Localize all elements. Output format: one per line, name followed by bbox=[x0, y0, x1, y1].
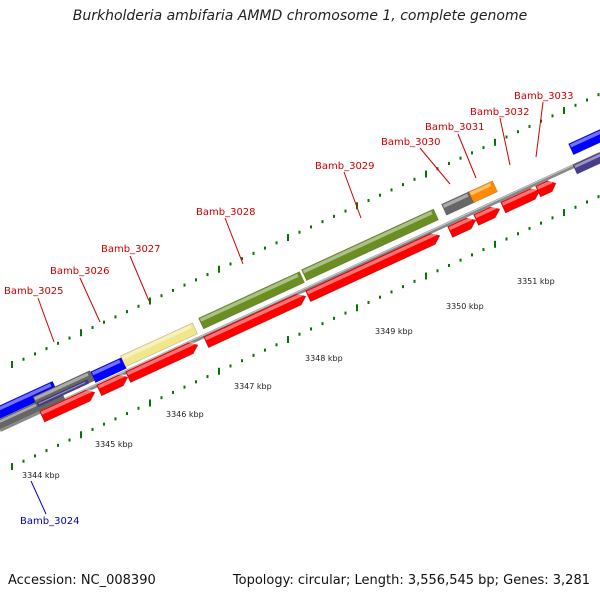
gene-bar-bamb-3029-shape bbox=[301, 208, 439, 282]
leader-line-bamb-3033 bbox=[535, 101, 544, 158]
cds-arrow-bamb-3028-shape bbox=[203, 293, 307, 349]
gene-bar-bamb-3027 bbox=[120, 322, 198, 368]
gene-label-bamb-3030: Bamb_3030 bbox=[381, 137, 441, 148]
scale-label-3345-kbp: 3345 kbp bbox=[95, 440, 133, 449]
cds-arrow-bamb-3029 bbox=[305, 232, 441, 303]
lower-tick-row bbox=[11, 195, 600, 470]
cds-arrow-bamb-3025 bbox=[39, 389, 96, 423]
scale-label-3349-kbp: 3349 kbp bbox=[375, 327, 413, 336]
gene-label-bamb-3025: Bamb_3025 bbox=[4, 286, 64, 297]
scale-label-3346-kbp: 3346 kbp bbox=[166, 410, 204, 419]
cds-arrow-bamb-3026-gloss bbox=[97, 373, 125, 389]
leader-line-bamb-3025 bbox=[37, 297, 55, 343]
gene-bar-right-blue-shape bbox=[568, 125, 600, 156]
cds-arrow-bamb-3029-shape bbox=[305, 233, 441, 303]
gene-bar-right-purple-shape bbox=[572, 148, 600, 175]
leader-line-bamb-3028 bbox=[224, 217, 244, 265]
gene-bar-bamb-3024-gloss bbox=[0, 383, 52, 415]
map-title: Burkholderia ambifaria AMMD chromosome 1… bbox=[72, 8, 528, 24]
gene-bar-bamb-3028-gloss bbox=[199, 273, 299, 322]
scale-label-3344-kbp: 3344 kbp bbox=[22, 471, 60, 480]
backbone-highlight bbox=[0, 152, 600, 430]
gene-bar-bamb-3030-gloss bbox=[442, 193, 469, 208]
cds-arrow-bamb-3029-gloss bbox=[306, 232, 437, 295]
gene-label-bamb-3024: Bamb_3024 bbox=[20, 516, 80, 527]
cds-arrow-bamb-3026-shape bbox=[96, 374, 129, 397]
cds-arrow-bamb-3027 bbox=[125, 341, 199, 383]
leader-line-bamb-3030 bbox=[419, 147, 451, 185]
cds-arrow-bamb-3031-gloss bbox=[474, 205, 497, 219]
cds-arrow-bamb-3027-shape bbox=[125, 342, 199, 383]
cds-arrow-bamb-3032-gloss bbox=[501, 187, 537, 206]
gene-bar-bamb-3025-inner bbox=[36, 379, 90, 407]
cds-arrow-bamb-3025-shape bbox=[39, 389, 96, 423]
chromosome-backbone bbox=[0, 152, 600, 432]
scale-label-3350-kbp: 3350 kbp bbox=[446, 302, 484, 311]
scale-label-3351-kbp: 3351 kbp bbox=[517, 277, 555, 286]
cds-arrow-bamb-3031 bbox=[473, 205, 501, 226]
topology-label: Topology: circular; Length: 3,556,545 bp… bbox=[232, 573, 590, 588]
gene-bar-right-blue bbox=[568, 125, 600, 156]
gene-bar-right-purple bbox=[572, 148, 600, 175]
gene-label-bamb-3028: Bamb_3028 bbox=[196, 207, 256, 218]
gene-bar-bamb-3029-gloss bbox=[302, 211, 433, 274]
cds-arrow-bamb-3031-shape bbox=[473, 206, 501, 226]
cds-arrow-bamb-3030-shape bbox=[447, 217, 477, 238]
leader-line-bamb-3029 bbox=[343, 171, 362, 219]
leader-line-bamb-3031 bbox=[457, 133, 477, 179]
gene-bar-bamb-3031-shape bbox=[468, 180, 498, 204]
cds-arrow-bamb-3025-gloss bbox=[40, 389, 92, 415]
cds-arrow-bamb-3030 bbox=[447, 216, 477, 238]
gene-bar-bamb-3025-inner-shape bbox=[36, 379, 90, 407]
gene-label-bamb-3027: Bamb_3027 bbox=[101, 244, 161, 255]
gene-bar-bamb-3030 bbox=[441, 191, 475, 216]
gene-bar-bamb-3031 bbox=[468, 180, 498, 204]
cds-arrow-bamb-3028-gloss bbox=[204, 292, 303, 341]
gene-bar-bamb-3029 bbox=[301, 208, 439, 282]
gene-bar-bamb-3027-shape bbox=[120, 322, 198, 368]
gene-label-bamb-3026: Bamb_3026 bbox=[50, 266, 110, 277]
gene-label-bamb-3033: Bamb_3033 bbox=[514, 91, 574, 102]
scale-label-3347-kbp: 3347 kbp bbox=[234, 382, 272, 391]
cds-arrow-bamb-3033-gloss bbox=[536, 179, 553, 190]
gene-bar-bamb-3026-gloss bbox=[91, 359, 121, 376]
gene-bar-bamb-3025-gloss bbox=[34, 372, 89, 401]
scale-label-3348-kbp: 3348 kbp bbox=[305, 354, 343, 363]
gene-label-bamb-3032: Bamb_3032 bbox=[470, 107, 530, 118]
leader-line-bamb-3024 bbox=[30, 480, 47, 515]
gene-bar-right-purple-gloss bbox=[574, 151, 600, 168]
cds-arrow-bamb-3033-shape bbox=[535, 180, 557, 198]
gene-bar-right-blue-gloss bbox=[569, 128, 600, 148]
cds-arrow-bamb-3028 bbox=[203, 292, 307, 349]
cds-arrow-bamb-3032 bbox=[500, 187, 541, 214]
cds-arrow-bamb-3027-gloss bbox=[126, 341, 195, 376]
leader-line-bamb-3027 bbox=[129, 255, 150, 302]
gene-label-bamb-3029: Bamb_3029 bbox=[315, 161, 375, 172]
cds-arrow-bamb-3030-gloss bbox=[448, 216, 473, 231]
gene-label-bamb-3031: Bamb_3031 bbox=[425, 122, 485, 133]
gene-bar-bamb-3027-gloss bbox=[121, 325, 192, 360]
gene-bar-bamb-3028 bbox=[198, 271, 305, 330]
gene-bar-bamb-3025-inner-gloss bbox=[38, 381, 86, 405]
leader-line-bamb-3026 bbox=[79, 277, 101, 323]
accession-label: Accession: NC_008390 bbox=[8, 573, 156, 588]
cds-arrow-bamb-3026 bbox=[96, 373, 129, 397]
leader-line-bamb-3032 bbox=[499, 117, 511, 166]
gene-bar-bamb-3031-gloss bbox=[469, 183, 492, 196]
upper-tick-row bbox=[11, 93, 600, 368]
cds-arrow-bamb-3032-shape bbox=[500, 188, 541, 214]
cds-arrow-bamb-3033 bbox=[535, 179, 557, 198]
gene-bar-bamb-3028-shape bbox=[198, 271, 305, 330]
